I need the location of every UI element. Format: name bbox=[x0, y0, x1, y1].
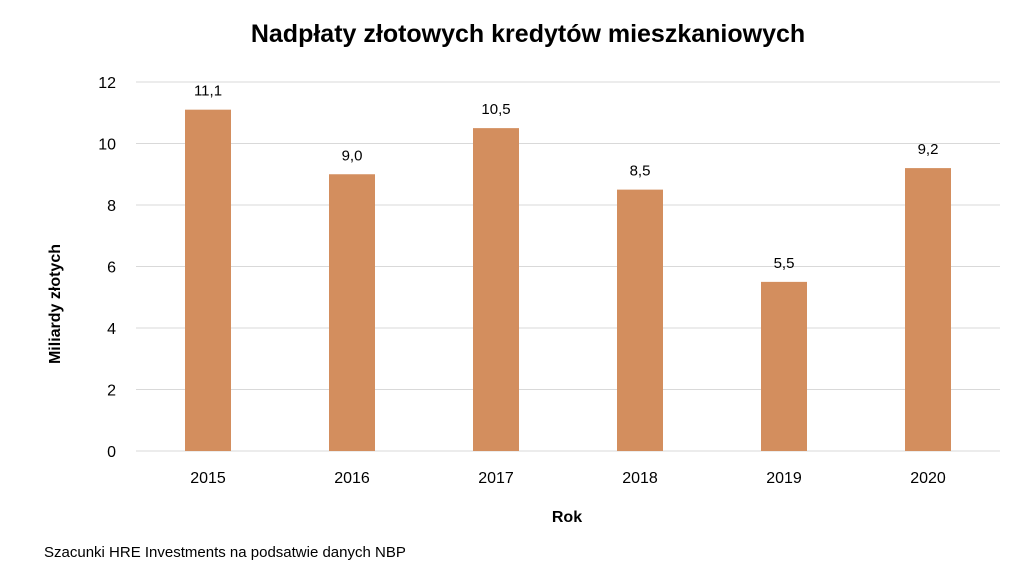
x-tick-label: 2015 bbox=[190, 470, 226, 487]
y-tick-label: 6 bbox=[107, 260, 116, 277]
y-axis-title: Miliardy złotych bbox=[47, 244, 64, 364]
y-tick-label: 12 bbox=[98, 75, 116, 92]
x-axis-title: Rok bbox=[552, 509, 582, 526]
y-tick-label: 2 bbox=[107, 383, 116, 400]
x-tick-label: 2018 bbox=[622, 470, 658, 487]
chart-title: Nadpłaty złotowych kredytów mieszkaniowy… bbox=[251, 20, 805, 48]
x-tick-label: 2019 bbox=[766, 470, 802, 487]
data-label-2018: 8,5 bbox=[630, 163, 651, 180]
x-tick-label: 2020 bbox=[910, 470, 946, 487]
data-label-2017: 10,5 bbox=[481, 101, 510, 118]
bar-2015 bbox=[185, 109, 231, 452]
data-label-2016: 9,0 bbox=[342, 147, 363, 164]
x-tick-label: 2017 bbox=[478, 470, 514, 487]
bar-2016 bbox=[329, 174, 375, 451]
bars bbox=[185, 109, 951, 452]
bar-2017 bbox=[473, 128, 519, 451]
bar-2020 bbox=[905, 168, 951, 451]
y-tick-label: 0 bbox=[107, 444, 116, 461]
gridlines bbox=[136, 81, 1000, 452]
data-label-2019: 5,5 bbox=[774, 255, 795, 272]
data-label-2015: 11,1 bbox=[194, 83, 222, 100]
bar-2019 bbox=[761, 281, 807, 451]
y-axis-ticks: 0 2 4 6 8 10 12 bbox=[98, 75, 116, 461]
y-tick-label: 8 bbox=[107, 198, 116, 215]
x-axis-ticks: 2015 2016 2017 2018 2019 2020 bbox=[190, 470, 946, 487]
source-note: Szacunki HRE Investments na podsatwie da… bbox=[44, 544, 406, 561]
data-label-2020: 9,2 bbox=[918, 141, 939, 158]
data-labels: 11,1 9,0 10,5 8,5 5,5 9,2 bbox=[194, 83, 938, 272]
y-tick-label: 4 bbox=[107, 321, 116, 338]
x-tick-label: 2016 bbox=[334, 470, 370, 487]
y-tick-label: 10 bbox=[98, 137, 116, 154]
bar-2018 bbox=[617, 189, 663, 451]
